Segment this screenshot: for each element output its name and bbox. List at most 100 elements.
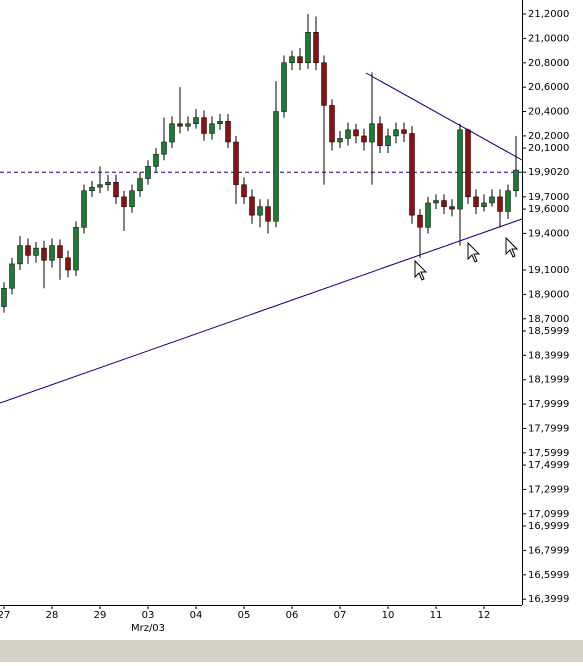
candle-body [9,263,15,289]
candle-body [97,184,103,188]
y-tick-label: 17,4999 [528,460,569,471]
x-tick-label: 06 [286,610,299,621]
candle-body [33,247,39,256]
month-label: Mrz/03 [131,623,165,634]
status-bar [0,640,583,662]
y-tick-label: 20,6000 [528,82,569,93]
y-tick-label: 19,4000 [528,228,569,239]
candle-body [321,62,327,106]
x-tick-label: 29 [94,610,107,621]
trendline-lower [0,218,523,404]
y-tick-label: 17,0999 [528,509,569,520]
y-tick-label: 21,2000 [528,9,569,20]
candle-body [129,190,135,207]
y-tick-label: 19,9020 [528,167,569,178]
candle-body [73,227,79,271]
candle-body [409,133,415,216]
cursor-icon [414,259,428,281]
candle-body [233,141,239,185]
candle-body [305,32,311,64]
candle-body [417,214,423,228]
y-tick-label: 18,3999 [528,350,569,361]
candle-body [329,105,335,143]
candle-body [65,257,71,271]
candle-body [265,206,271,222]
candle-body [57,245,63,259]
y-tick-label: 19,7000 [528,192,569,203]
candle-body [201,117,207,134]
y-tick-label: 18,1999 [528,375,569,386]
x-tick-label: 07 [334,610,347,621]
candle-body [145,166,151,179]
candle-body [433,200,439,204]
candle-body [369,123,375,143]
candle-body [113,181,119,198]
x-tick-label: 27 [0,610,10,621]
candle-body [89,186,95,192]
y-tick-label: 18,5999 [528,326,569,337]
candle-body [209,123,215,134]
candle-body [25,245,31,256]
candle-body [17,245,23,265]
y-tick-label: 18,7000 [528,314,569,325]
x-tick-label: 28 [46,610,59,621]
x-tick-label: 10 [382,610,395,621]
y-tick-label: 18,9000 [528,289,569,300]
cursor-icon [505,236,519,258]
cursor-icon [467,241,481,263]
candle-body [513,169,519,192]
y-tick-label: 16,9999 [528,521,569,532]
candle-body [153,153,159,167]
candle-body [457,129,463,210]
candle-body [465,129,471,198]
candle-body [217,121,223,124]
candle-body [345,129,351,139]
candle-body [289,56,295,64]
y-tick-label: 19,1000 [528,265,569,276]
candle-body [353,129,359,137]
candle-body [177,123,183,127]
candle-body [273,111,279,222]
y-tick-label: 19,6000 [528,204,569,215]
x-tick-label: 04 [190,610,203,621]
candle-body [137,178,143,192]
y-tick-label: 21,0000 [528,33,569,44]
candle-body [41,247,47,261]
candle-body [473,196,479,207]
y-tick-label: 16,3999 [528,594,569,605]
candle-body [489,196,495,204]
candle-body [505,190,511,212]
y-tick-label: 20,4000 [528,107,569,118]
candle-body [313,32,319,64]
candle-body [241,184,247,198]
candle-body [361,135,367,143]
candle-body [425,202,431,228]
cursors [414,236,519,281]
candle-body [297,56,303,64]
x-tick-label: 12 [478,610,491,621]
candle-body [385,135,391,146]
candle-body [449,206,455,210]
y-tick-label: 16,5999 [528,570,569,581]
candle-body [257,206,263,216]
candle-body [481,202,487,207]
y-tick-label: 17,2999 [528,484,569,495]
candle-body [249,196,255,216]
x-tick-label: 11 [430,610,443,621]
candle-body [393,129,399,137]
candle-body [401,129,407,134]
y-tick-label: 17,9999 [528,399,569,410]
candle-body [105,181,111,185]
y-tick-label: 16,7999 [528,545,569,556]
candle-body [497,196,503,212]
x-tick-label: 05 [238,610,251,621]
candle-body [121,196,127,207]
candle-body [441,200,447,207]
candle-body [281,62,287,112]
y-tick-label: 17,5999 [528,448,569,459]
plot [0,14,522,313]
candle-body [193,117,199,124]
y-tick-label: 20,2000 [528,131,569,142]
